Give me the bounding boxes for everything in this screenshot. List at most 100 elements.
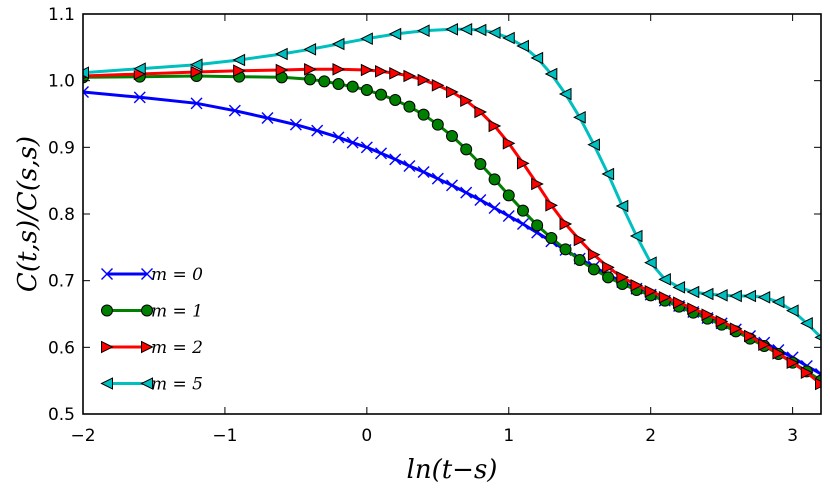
data-point-1-18 — [488, 173, 501, 186]
legend-marker-start-stroke-b — [101, 268, 113, 280]
data-point-1-16 — [460, 143, 473, 156]
data-point-0-15 — [446, 179, 458, 192]
data-point-1-21 — [531, 219, 544, 232]
data-point-3-36 — [814, 334, 821, 341]
data-point-2-32 — [715, 315, 729, 328]
data-point-0-7-stroke-b — [332, 131, 345, 144]
y-axis-label: C(t,s)/C(s,s) — [13, 136, 43, 292]
series-layer — [83, 23, 821, 391]
data-point-3-15 — [516, 39, 529, 53]
legend-item-1: m = 1 — [101, 302, 203, 322]
data-point-2-27 — [644, 285, 658, 298]
data-point-1-10 — [375, 88, 388, 101]
data-point-2-4 — [275, 63, 289, 77]
legend-marker-end — [141, 304, 153, 317]
data-point-3-10 — [445, 23, 458, 36]
data-point-3-11 — [459, 23, 473, 36]
data-point-3-9 — [416, 24, 430, 37]
data-point-3-34 — [785, 304, 799, 317]
data-point-0-0-stroke-a — [83, 91, 89, 98]
data-point-2-22 — [573, 233, 587, 247]
legend-marker-end-stroke-b — [141, 268, 153, 280]
data-point-2-20 — [545, 199, 558, 212]
legend-marker-start — [101, 304, 113, 317]
data-point-1-13 — [417, 108, 430, 121]
data-point-3-4 — [275, 47, 288, 61]
data-point-0-3-stroke-b — [228, 104, 241, 117]
data-point-2-23 — [587, 248, 601, 261]
x-tick-label: −1 — [212, 426, 237, 446]
data-point-2-17 — [502, 137, 516, 150]
data-point-0-17 — [474, 194, 487, 206]
y-tick-label: 0.7 — [48, 272, 75, 292]
data-point-3-23 — [629, 229, 643, 243]
data-point-2-29 — [673, 296, 686, 309]
ticks-layer: −2 −1 0 1 2 3 0.5 0.6 0.7 0.8 0.9 1.0 1.1 — [48, 5, 821, 446]
data-point-0-1-stroke-b — [133, 91, 146, 104]
legend-label: m = 2 — [151, 338, 203, 358]
data-point-3-29 — [715, 289, 728, 302]
x-tick-label: 0 — [361, 426, 372, 446]
data-point-0-0 — [83, 86, 89, 98]
data-point-2-24 — [602, 261, 615, 274]
data-point-2-19 — [531, 177, 544, 191]
data-point-0-20-stroke-b — [516, 218, 529, 230]
data-point-1-9 — [360, 84, 373, 96]
data-point-0-3 — [228, 104, 241, 117]
series-3 — [83, 23, 821, 341]
y-tick-label: 1.1 — [48, 5, 75, 25]
data-point-0-6 — [311, 124, 324, 137]
x-axis-label: ln(t−s) — [407, 455, 498, 485]
data-point-3-3 — [232, 53, 246, 67]
data-point-1-19 — [502, 189, 515, 202]
data-point-3-27 — [686, 285, 700, 299]
data-point-0-18-stroke-b — [488, 202, 501, 214]
data-point-2-34 — [744, 329, 757, 343]
data-point-1-17 — [474, 158, 487, 170]
legend-marker-end — [141, 268, 153, 280]
data-point-2-37 — [786, 356, 800, 369]
data-point-1-11 — [389, 94, 402, 106]
data-point-0-19 — [502, 210, 515, 222]
data-point-0-1 — [133, 91, 146, 104]
data-point-1-15 — [446, 130, 458, 142]
data-point-3-31 — [743, 289, 757, 303]
data-point-1-8 — [346, 80, 359, 93]
data-point-0-14-stroke-b — [431, 172, 444, 185]
data-point-0-5 — [289, 118, 302, 131]
legend-marker-end — [141, 340, 154, 354]
series-2 — [83, 63, 821, 391]
data-point-0-10-stroke-b — [375, 147, 388, 160]
data-point-0-19-stroke-b — [502, 210, 515, 222]
data-point-0-16-stroke-b — [460, 186, 473, 199]
legend: m = 0 m = 1 m = 2 m = 5 — [100, 265, 203, 395]
data-point-3-26 — [672, 281, 686, 294]
data-point-3-19 — [573, 111, 586, 124]
data-point-0-11 — [389, 153, 402, 166]
data-point-2-7 — [360, 63, 374, 77]
legend-marker-start — [100, 377, 113, 390]
data-point-2-30 — [687, 302, 700, 315]
data-point-2-39 — [815, 377, 821, 391]
data-point-0-41-stroke-a — [815, 368, 821, 375]
data-point-2-6 — [332, 63, 346, 76]
data-point-0-10 — [375, 147, 388, 160]
y-tick-label: 1.0 — [48, 72, 75, 92]
data-point-2-31 — [701, 308, 715, 321]
data-point-2-36 — [772, 347, 786, 360]
data-point-3-30 — [729, 289, 742, 303]
data-point-1-26 — [602, 271, 615, 284]
y-tick-label: 0.9 — [48, 138, 75, 158]
data-point-3-8 — [388, 27, 402, 41]
data-point-3-18 — [558, 87, 572, 101]
data-point-2-3 — [233, 64, 246, 77]
data-point-3-22 — [615, 199, 629, 213]
data-point-0-4 — [261, 112, 274, 124]
data-point-3-20 — [587, 138, 600, 151]
data-point-0-20 — [516, 218, 529, 230]
data-point-3-14 — [502, 31, 515, 45]
x-tick-label: −2 — [70, 426, 95, 446]
series-line-1 — [83, 74, 821, 382]
data-point-3-1 — [133, 62, 146, 75]
